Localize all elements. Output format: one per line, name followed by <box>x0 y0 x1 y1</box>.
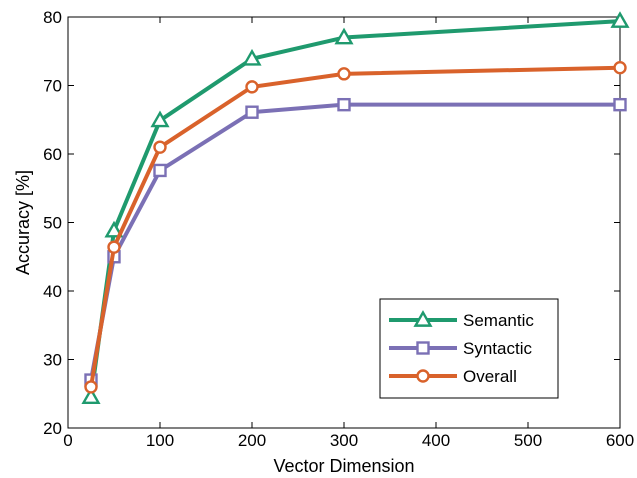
data-point <box>153 163 167 178</box>
data-point <box>81 387 101 404</box>
data-point <box>337 67 351 81</box>
y-tick-label: 60 <box>43 145 62 164</box>
y-axis-title: Accuracy [%] <box>13 170 33 275</box>
x-tick-label: 500 <box>514 431 542 450</box>
x-tick-label: 200 <box>238 431 266 450</box>
legend-item: Overall <box>389 367 517 386</box>
data-point <box>107 240 121 254</box>
legend-marker <box>416 369 430 383</box>
data-point <box>104 220 124 238</box>
x-tick-label: 100 <box>146 431 174 450</box>
series-overall <box>84 60 627 394</box>
y-tick-label: 80 <box>43 8 62 27</box>
data-point <box>613 60 627 75</box>
x-tick-label: 0 <box>63 431 72 450</box>
data-point <box>242 48 262 66</box>
legend-label: Overall <box>463 367 517 386</box>
x-axis-title: Vector Dimension <box>273 456 414 473</box>
legend-marker <box>413 310 433 327</box>
data-point <box>245 80 259 94</box>
series-group <box>81 11 630 404</box>
data-point <box>337 97 351 112</box>
y-tick-label: 50 <box>43 214 62 233</box>
data-point <box>610 11 630 28</box>
legend-item: Syntactic <box>389 339 532 358</box>
data-point <box>613 97 627 112</box>
data-point <box>245 105 259 119</box>
axes: 0 100 200 300 400 500 600 20 30 40 50 60 70 80 <box>43 8 634 450</box>
legend-marker <box>416 341 430 355</box>
x-tick-label: 300 <box>330 431 358 450</box>
data-point <box>334 27 354 45</box>
legend-label: Syntactic <box>463 339 532 358</box>
series-line <box>89 65 621 388</box>
legend-label: Semantic <box>463 311 534 330</box>
y-tick-label: 20 <box>43 419 62 438</box>
x-tick-label: 600 <box>606 431 634 450</box>
data-point <box>153 140 167 154</box>
y-tick-label: 70 <box>43 77 62 96</box>
legend: Semantic Syntactic Overall <box>379 298 559 399</box>
x-tick-label: 400 <box>422 431 450 450</box>
y-tick-label: 30 <box>43 351 62 370</box>
legend-item: Semantic <box>389 310 534 330</box>
data-point <box>84 380 98 394</box>
y-tick-label: 40 <box>43 282 62 301</box>
data-point <box>150 110 170 128</box>
